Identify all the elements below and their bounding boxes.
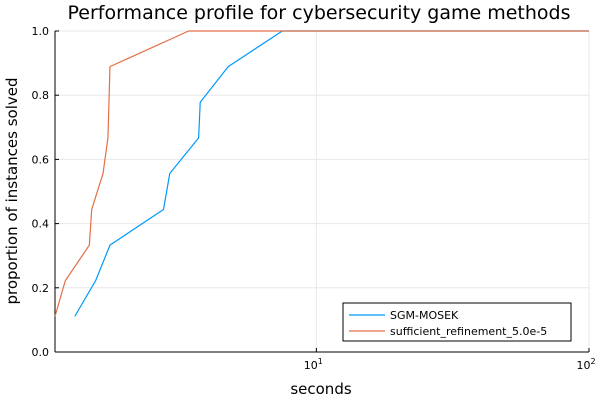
- y-tick-label: 0.0: [32, 346, 50, 359]
- series-line-sufficient-refinement-5-0e-5: [54, 30, 589, 317]
- y-tick-label: 0.6: [32, 153, 50, 166]
- y-axis-label: proportion of instances solved: [3, 77, 21, 304]
- series-line-sgm-mosek: [74, 30, 589, 317]
- series: [54, 30, 589, 317]
- x-tick-label: 101: [304, 357, 323, 372]
- legend-label-sgm-mosek: SGM-MOSEK: [390, 309, 459, 322]
- legend-label-sufficient-refinement: sufficient_refinement_5.0e-5: [390, 325, 547, 338]
- chart-title: Performance profile for cybersecurity ga…: [67, 2, 570, 24]
- y-tick-label: 0.4: [32, 218, 50, 231]
- y-tick-label: 0.8: [32, 89, 50, 102]
- y-tick-label: 0.2: [32, 282, 50, 295]
- legend: SGM-MOSEK sufficient_refinement_5.0e-5: [342, 302, 572, 342]
- legend-box: [342, 302, 572, 342]
- axis-ticks: 0.0 0.2 0.4 0.6 0.8 1.0 101 102: [32, 25, 596, 372]
- y-tick-label: 1.0: [32, 25, 50, 38]
- x-axis-label: seconds: [290, 380, 351, 398]
- x-tick-label: 102: [576, 357, 595, 372]
